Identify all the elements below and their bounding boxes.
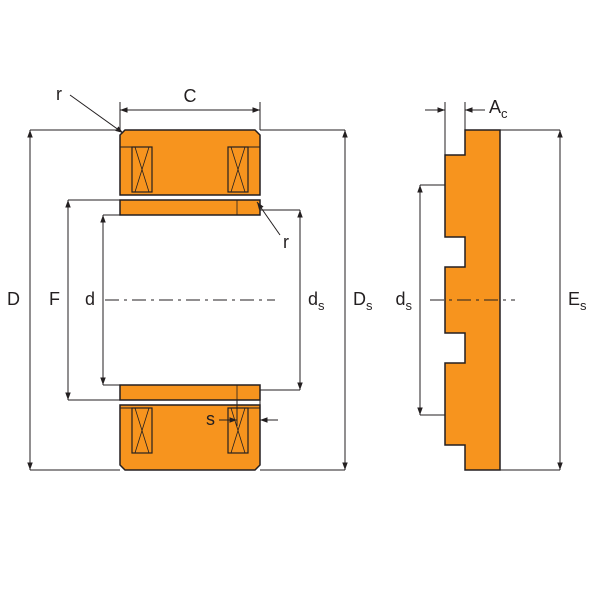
svg-text:ds: ds	[395, 289, 412, 313]
svg-text:Es: Es	[568, 289, 587, 313]
bearing-diagram: CrrDFdsdsDsAcdsEs	[0, 0, 600, 600]
svg-text:s: s	[206, 409, 215, 429]
svg-text:ds: ds	[308, 289, 325, 313]
svg-text:Ds: Ds	[353, 289, 373, 313]
svg-text:r: r	[283, 232, 289, 252]
svg-text:d: d	[85, 289, 95, 309]
svg-text:F: F	[49, 289, 60, 309]
svg-text:D: D	[7, 289, 20, 309]
svg-text:r: r	[56, 84, 62, 104]
svg-text:C: C	[184, 86, 197, 106]
svg-text:Ac: Ac	[489, 97, 508, 121]
